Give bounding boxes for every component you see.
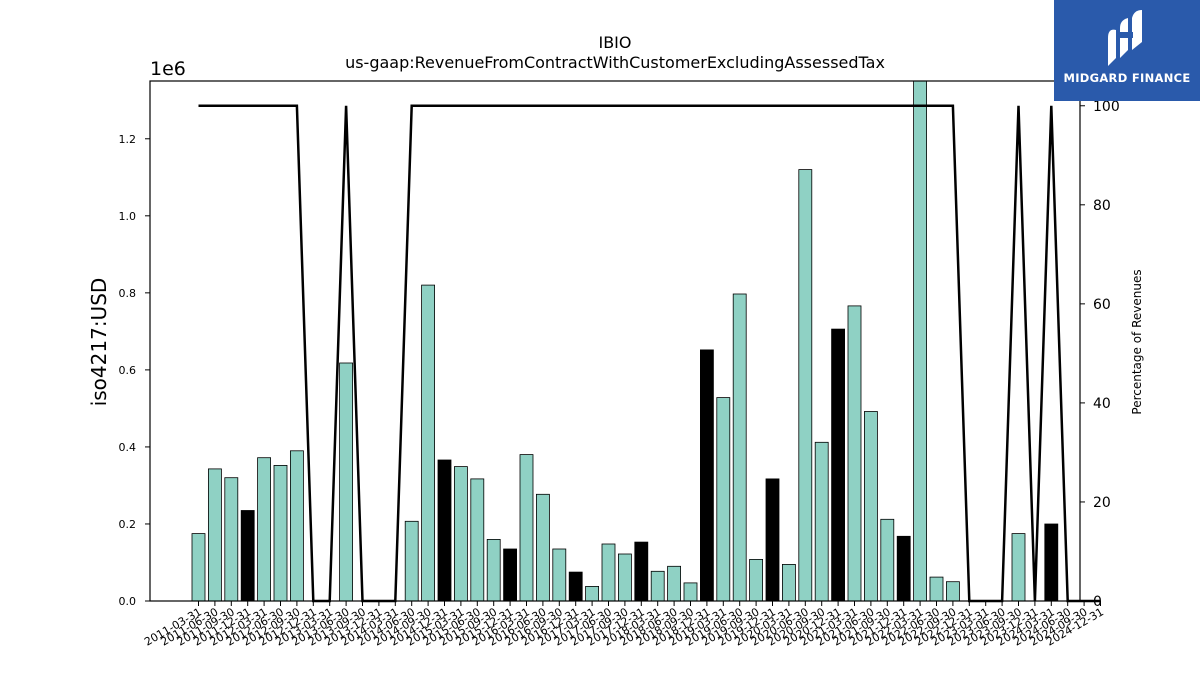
bar-2021-06-30 [864,411,878,602]
y-axis-label: iso4217:USD [87,278,111,407]
bar-2012-03-31 [257,457,272,602]
bar-2014-12-31 [437,459,452,602]
bar-2022-03-31 [913,80,927,602]
y-tick-label: 1.0 [119,210,137,223]
bar-2022-09-30 [946,581,960,602]
y2-tick-label: 20 [1093,495,1111,511]
bar-2011-09-30 [224,477,239,602]
brand-name: MIDGARD FINANCE [1063,71,1191,85]
bar-2012-06-30 [273,464,288,602]
bar-2020-03-31 [782,564,796,602]
bar-2016-03-31 [519,454,534,602]
bar-2018-12-31 [700,349,714,602]
bar-2022-06-30 [929,576,944,602]
y2-tick-label: 60 [1093,297,1111,313]
y-offset-label: 1e6 [150,58,186,80]
y2-tick-label: 100 [1093,99,1120,115]
brand-logo: MIDGARD FINANCE [1054,0,1200,101]
y-tick-label: 0.6 [119,364,137,377]
y-tick-label: 0.4 [119,441,137,454]
chart-subtitle: us-gaap:RevenueFromContractWithCustomerE… [345,53,885,72]
bar-2011-06-30 [207,468,222,602]
bar-2014-06-30 [404,520,419,602]
chart-title: IBIO [598,33,631,52]
bar-2012-09-30 [289,450,304,602]
bar-2020-06-30 [798,169,813,602]
bar-2019-06-30 [732,293,747,602]
bar-2015-12-31 [503,548,518,602]
line-group [198,104,1101,603]
bar-2017-03-31 [585,586,599,602]
plot-frame [149,80,1081,602]
y2-tick-label: 40 [1093,396,1111,412]
bar-2018-03-31 [650,570,665,602]
bar-2019-03-31 [716,397,731,602]
bar-2019-09-30 [749,559,763,602]
bar-2015-06-30 [470,478,485,602]
bar-2017-06-30 [601,543,616,602]
bar-2014-09-30 [421,284,436,602]
bar-2020-09-30 [814,441,829,602]
bar-2024-03-31 [1044,523,1059,602]
bar-2015-03-31 [453,466,468,602]
y2-axis-label: Percentage of Revenues [1130,269,1144,414]
bars-group [191,80,1059,602]
y-tick-label: 0.0 [119,595,137,608]
bar-2011-03-31 [191,533,206,602]
y-tick-label: 0.8 [119,287,137,300]
bar-2016-06-30 [536,493,550,602]
bar-2020-12-31 [831,328,845,602]
bar-2017-12-31 [634,541,649,602]
bar-2015-09-30 [486,539,501,602]
bar-2011-12-31 [240,510,255,602]
brand-mark-icon [1108,10,1142,66]
bar-2016-09-30 [552,548,567,602]
bar-2016-12-31 [568,571,583,602]
bar-2021-12-31 [896,535,911,602]
y-tick-label: 0.2 [119,518,137,531]
bar-2021-09-30 [880,518,895,602]
axes-group: 0.00.20.40.60.81.01.20204060801002011-03… [119,80,1120,649]
y2-tick-label: 0 [1093,594,1102,610]
bar-2018-09-30 [683,582,698,602]
percentage-line [198,104,1101,603]
bar-2018-06-30 [667,565,681,602]
bar-2017-09-30 [618,553,632,602]
y2-tick-label: 80 [1093,198,1111,214]
y-tick-label: 1.2 [119,133,137,146]
bar-2019-12-31 [765,478,780,602]
bar-2021-03-31 [847,305,862,602]
bar-2023-09-30 [1011,533,1026,602]
bar-2013-06-30 [339,362,354,602]
